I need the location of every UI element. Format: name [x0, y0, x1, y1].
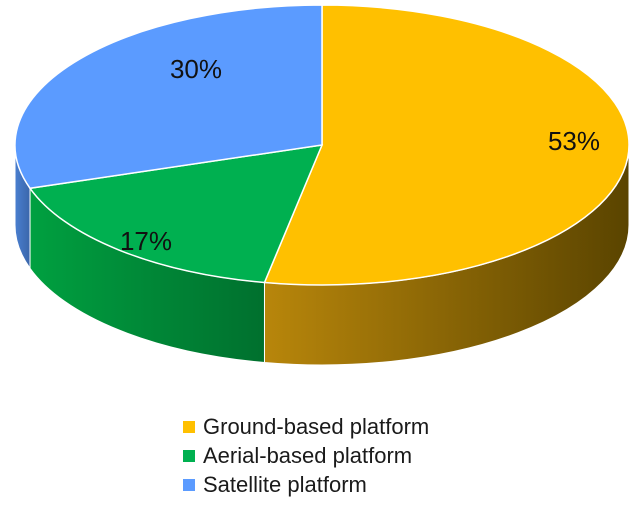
legend-label-aerial-based: Aerial-based platform [203, 442, 413, 468]
pie-slice-aerial-based [28, 144, 324, 284]
pie-slice-satellite [14, 4, 323, 190]
legend-swatch-aerial-based [183, 449, 195, 462]
legend-swatch-ground-based [183, 420, 195, 433]
slice-label-satellite: 30% [170, 54, 222, 84]
legend-item-satellite: Satellite platform [183, 470, 429, 499]
legend-item-ground-based: Ground-based platform [183, 412, 429, 441]
pie-slice-ground-based [263, 4, 630, 286]
legend-label-ground-based: Ground-based platform [203, 413, 430, 439]
legend-swatch-satellite [183, 478, 195, 491]
slice-label-ground-based: 53% [548, 126, 600, 156]
legend-item-aerial-based: Aerial-based platform [183, 441, 429, 470]
slice-label-aerial-based: 17% [120, 226, 172, 256]
legend: Ground-based platform Aerial-based platf… [183, 412, 429, 499]
legend-label-satellite: Satellite platform [203, 471, 367, 497]
pie-chart: 53% 17% 30% [14, 4, 630, 366]
